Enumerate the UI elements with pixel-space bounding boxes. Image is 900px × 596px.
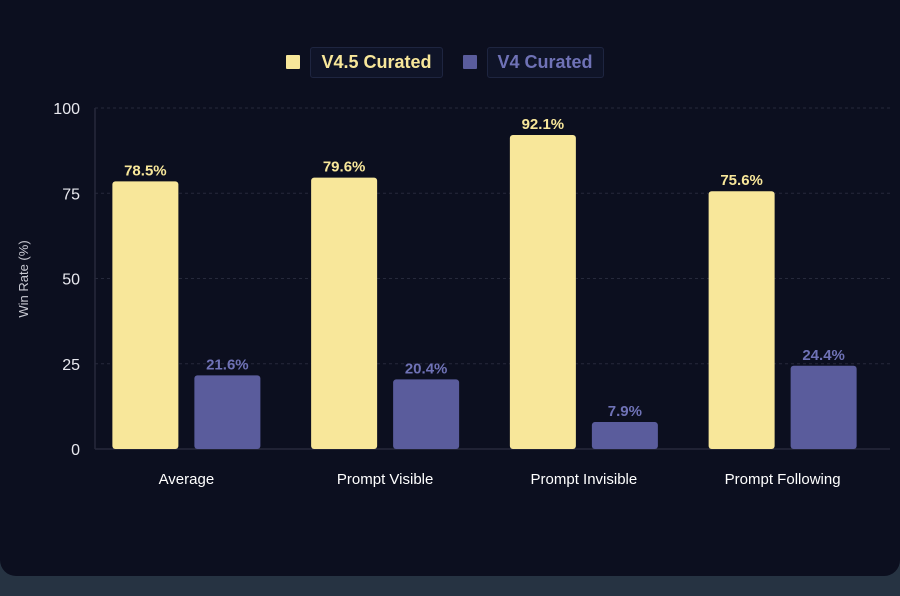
x-tick-label: Prompt Visible xyxy=(337,471,433,488)
y-axis-label: Win Rate (%) xyxy=(16,240,31,317)
bar-2 xyxy=(790,365,857,449)
x-tick-label: Prompt Following xyxy=(725,471,841,488)
bar-1 xyxy=(311,177,378,449)
legend: V4.5 Curated V4 Curated xyxy=(0,46,900,78)
y-tick-label: 100 xyxy=(53,101,80,118)
legend-swatch-series-1 xyxy=(286,55,301,69)
bar-1 xyxy=(708,191,775,450)
data-label: 20.4% xyxy=(405,360,448,377)
data-label: 7.9% xyxy=(608,403,642,420)
bar-1 xyxy=(509,134,576,449)
data-label: 79.6% xyxy=(323,159,366,176)
bar-1 xyxy=(112,181,179,449)
data-label: 21.6% xyxy=(206,356,249,373)
bottom-strip xyxy=(0,576,900,596)
x-tick-label: Average xyxy=(159,471,215,488)
y-tick-label: 0 xyxy=(71,442,80,459)
data-label: 75.6% xyxy=(720,172,763,189)
data-label: 92.1% xyxy=(522,116,565,133)
y-tick-label: 25 xyxy=(62,357,80,374)
data-label: 78.5% xyxy=(124,162,167,179)
bar-2 xyxy=(591,422,658,449)
bar-2 xyxy=(194,375,261,449)
bar-chart: Win Rate (%) 0 25 50 75 100 78.5% 21.6% Average… xyxy=(16,101,890,488)
legend-label-series-1: V4.5 Curated xyxy=(310,46,443,78)
x-tick-label: Prompt Invisible xyxy=(531,471,638,488)
legend-item-series-1[interactable]: V4.5 Curated xyxy=(286,46,452,78)
legend-swatch-series-2 xyxy=(462,55,477,69)
legend-item-series-2[interactable]: V4 Curated xyxy=(462,46,614,78)
y-tick-label: 75 xyxy=(62,186,80,203)
y-tick-label: 50 xyxy=(62,272,80,289)
legend-label-series-2: V4 Curated xyxy=(486,46,604,78)
data-label: 24.4% xyxy=(802,347,845,364)
bar-2 xyxy=(393,379,460,449)
